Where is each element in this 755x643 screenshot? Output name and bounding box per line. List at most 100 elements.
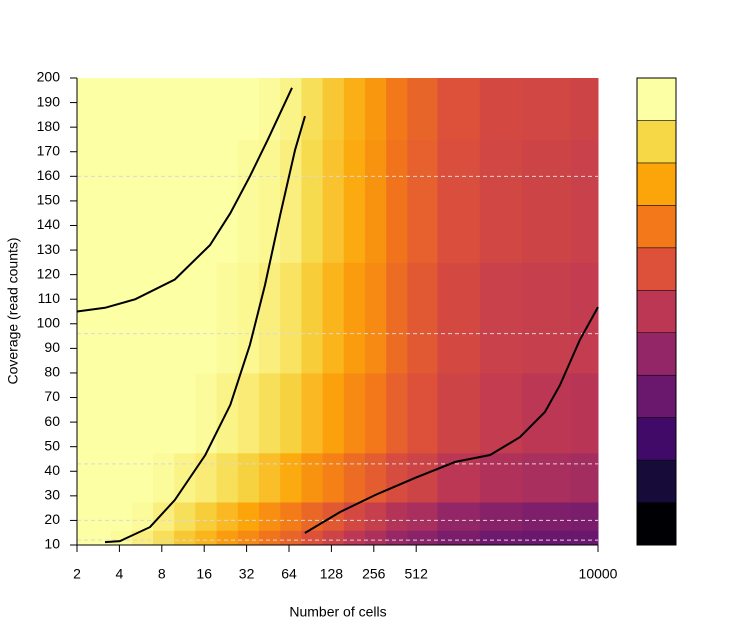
heat-cell: [195, 262, 218, 374]
heat-cell: [110, 78, 133, 140]
colorbar-swatch: [636, 459, 677, 503]
heat-cell: [153, 139, 175, 263]
y-tick-label: 40: [44, 462, 60, 478]
heat-cell: [89, 78, 112, 140]
y-tick-label: 200: [37, 69, 61, 85]
heat-cell: [343, 530, 366, 546]
heat-cell: [437, 78, 481, 140]
heat-cell: [259, 501, 281, 531]
y-tick-label: 50: [44, 437, 60, 453]
heat-cell: [479, 372, 523, 454]
heat-cell: [280, 262, 302, 374]
heat-cell: [195, 530, 218, 546]
heat-cell: [365, 452, 387, 503]
heat-cell: [153, 262, 175, 374]
heat-cell: [479, 452, 523, 503]
heat-cell: [343, 78, 366, 140]
heat-cell: [77, 452, 90, 503]
heat-cell: [437, 139, 481, 263]
heat-cell: [77, 78, 90, 140]
heat-cell: [365, 372, 387, 454]
heat-cell: [216, 139, 239, 263]
heat-cell: [131, 372, 154, 454]
heat-cell: [365, 78, 387, 140]
heat-cell: [131, 78, 154, 140]
heat-cell: [522, 452, 572, 503]
heat-cell: [407, 78, 438, 140]
colorbar-swatch: [636, 205, 677, 249]
heat-cell: [322, 530, 345, 546]
heat-cell: [195, 452, 218, 503]
heat-cell: [343, 452, 366, 503]
heat-cell: [174, 372, 196, 454]
contour-line: [304, 306, 599, 534]
heat-cell: [153, 452, 175, 503]
heat-cell: [343, 262, 366, 374]
y-tick-label: 150: [37, 192, 61, 208]
heat-cell: [407, 372, 438, 454]
heat-cell: [259, 78, 281, 140]
colorbar-swatch: [636, 502, 677, 546]
colorbar-swatch: [636, 417, 677, 461]
heat-cell: [301, 372, 324, 454]
y-axis-label: Coverage (read counts): [5, 237, 21, 384]
heat-cell: [322, 372, 345, 454]
y-tick-label: 70: [44, 388, 60, 404]
heat-cell: [301, 139, 324, 263]
heat-cell: [407, 530, 438, 546]
y-tick-label: 80: [44, 364, 60, 380]
x-tick-label: 16: [196, 566, 212, 582]
y-tick-label: 140: [37, 216, 61, 232]
heat-cell: [280, 501, 302, 531]
y-tick-label: 60: [44, 413, 60, 429]
y-tick-label: 30: [44, 487, 60, 503]
heat-cell: [110, 501, 133, 531]
y-tick-label: 90: [44, 339, 60, 355]
heat-cell: [174, 452, 196, 503]
heat-cell: [322, 139, 345, 263]
heat-cell: [89, 530, 112, 546]
heat-cell: [89, 501, 112, 531]
heat-cell: [153, 372, 175, 454]
y-tick-label: 120: [37, 265, 61, 281]
heat-cell: [195, 139, 218, 263]
colorbar-swatch: [636, 374, 677, 418]
heat-cell: [89, 372, 112, 454]
heat-cell: [301, 452, 324, 503]
heat-cell: [437, 501, 481, 531]
y-tick-label: 170: [37, 142, 61, 158]
heat-cell: [570, 78, 599, 140]
heat-cell: [437, 530, 481, 546]
colorbar-swatch: [636, 120, 677, 164]
heat-cell: [522, 530, 572, 546]
heat-cell: [131, 501, 154, 531]
heat-cell: [407, 452, 438, 503]
heat-cell: [437, 262, 481, 374]
heat-cell: [195, 78, 218, 140]
y-tick-label: 130: [37, 241, 61, 257]
heat-cell: [280, 139, 302, 263]
heat-cell: [110, 452, 133, 503]
heat-cell: [195, 372, 218, 454]
heat-cell: [237, 262, 260, 374]
heat-cell: [365, 139, 387, 263]
heat-cell: [77, 139, 90, 263]
heat-cell: [280, 372, 302, 454]
heat-cell: [259, 262, 281, 374]
heat-cell: [479, 78, 523, 140]
heat-cell: [131, 530, 154, 546]
heat-cell: [301, 530, 324, 546]
heat-cell: [570, 372, 599, 454]
y-tick-label: 10: [44, 536, 60, 552]
heat-cell: [386, 139, 408, 263]
y-tick-label: 180: [37, 118, 61, 134]
heat-cell: [237, 78, 260, 140]
y-tick-label: 110: [38, 290, 61, 306]
heat-cell: [237, 139, 260, 263]
heat-cell: [174, 262, 196, 374]
heat-cell: [301, 501, 324, 531]
heat-cell: [570, 452, 599, 503]
x-axis-label: Number of cells: [289, 604, 386, 620]
heat-cell: [407, 139, 438, 263]
colorbar-swatch: [636, 162, 677, 206]
